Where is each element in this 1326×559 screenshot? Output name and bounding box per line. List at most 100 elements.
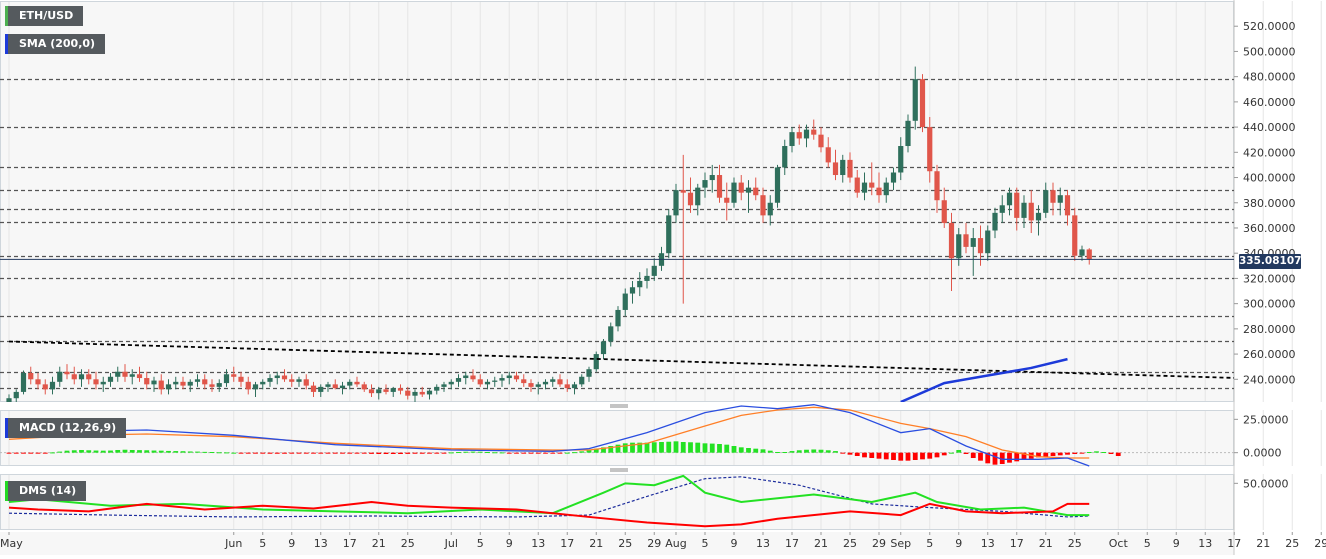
time-tick-label: 9 <box>506 537 513 550</box>
candle-body <box>999 205 1005 213</box>
time-tick-label: 29 <box>872 537 886 550</box>
macd-histogram-bar <box>267 452 273 454</box>
macd-histogram-bar <box>709 443 715 453</box>
candle-body <box>347 381 353 386</box>
macd-histogram-bar <box>912 452 918 460</box>
sma-label: SMA (200,0) <box>19 37 96 50</box>
macd-histogram-bar <box>738 447 744 453</box>
vertical-grid <box>8 1 1322 530</box>
symbol-legend[interactable]: ETH/USD <box>5 6 84 26</box>
macd-histogram-bar <box>1007 452 1012 463</box>
macd-histogram-bar <box>796 450 802 453</box>
dms-series: 50.0000 <box>8 474 1289 528</box>
macd-histogram-bar <box>992 452 998 465</box>
sma-legend[interactable]: SMA (200,0) <box>5 34 106 54</box>
time-tick-label: 5 <box>702 537 709 550</box>
time-tick-label: 13 <box>981 537 995 550</box>
dms-tick-label: 50.0000 <box>1243 477 1289 490</box>
candle-body <box>49 381 56 390</box>
candle <box>310 381 317 397</box>
candle-body <box>1006 192 1013 206</box>
candle-body <box>339 385 346 389</box>
dms-minus-di-line <box>8 500 1090 528</box>
candle-body <box>883 182 889 196</box>
candle <box>180 376 186 390</box>
panel-borders <box>0 0 1235 555</box>
candle <box>608 322 614 347</box>
candle-body <box>194 379 201 382</box>
candle-body <box>419 391 425 395</box>
candle-body <box>13 391 19 399</box>
candle <box>1021 195 1027 228</box>
candle-body <box>383 389 389 392</box>
candle <box>209 379 215 392</box>
candle-body <box>129 374 135 377</box>
candle <box>840 154 846 183</box>
macd-histogram-bar <box>296 452 302 454</box>
candle <box>499 374 505 387</box>
macd-histogram-bar <box>398 452 403 454</box>
candle-body <box>361 384 367 390</box>
candle <box>1086 248 1092 265</box>
macd-histogram-bar <box>1014 452 1020 462</box>
candle-body <box>542 381 549 385</box>
candle-body <box>528 383 534 387</box>
macd-histogram-bar <box>615 444 621 453</box>
macd-histogram-bar <box>811 449 817 453</box>
macd-histogram-bar <box>57 451 63 453</box>
candle <box>615 306 621 332</box>
macd-histogram-bar <box>644 442 650 453</box>
macd-histogram-bar <box>862 452 867 458</box>
candle-body <box>724 197 730 203</box>
candle <box>724 182 730 221</box>
candle <box>383 384 389 395</box>
candle-body <box>368 389 375 394</box>
candle-body <box>738 182 744 193</box>
candle-body <box>970 238 976 247</box>
candle-body <box>789 132 795 147</box>
candle-body <box>651 265 657 276</box>
macd-histogram-bar <box>753 448 759 453</box>
candle-body <box>731 182 737 203</box>
macd-histogram-bar <box>21 452 26 454</box>
candle <box>702 172 708 198</box>
candle <box>115 366 121 382</box>
candle <box>231 366 237 382</box>
candle-body <box>165 384 172 390</box>
candle-body <box>745 187 752 193</box>
macd-histogram-bar <box>673 441 679 453</box>
macd-histogram-bar <box>970 452 976 458</box>
macd-histogram-bar <box>1050 452 1056 456</box>
candle <box>970 227 976 276</box>
macd-histogram-bar <box>499 452 505 454</box>
candle <box>927 117 933 183</box>
candle <box>187 379 193 392</box>
candle <box>49 376 56 395</box>
time-tick-label: 21 <box>372 537 386 550</box>
candle <box>651 258 657 281</box>
candle <box>303 374 309 390</box>
dms-legend[interactable]: DMS (14) <box>5 481 87 501</box>
candle-body <box>782 146 788 168</box>
candle-body <box>695 187 701 206</box>
macd-legend[interactable]: MACD (12,26,9) <box>5 418 127 438</box>
candle <box>194 374 201 387</box>
macd-histogram-bar <box>42 452 48 454</box>
macd-histogram-bar <box>1079 452 1085 454</box>
price-tick-label: 440.0000 <box>1243 121 1296 134</box>
candle-body <box>608 326 614 342</box>
candle <box>1028 190 1034 234</box>
candle-body <box>223 374 230 384</box>
candle-body <box>238 376 244 382</box>
macd-series: 0.0000 25.0000 <box>0 404 1289 467</box>
candle-body <box>318 386 324 392</box>
candle <box>680 154 686 304</box>
candle-body <box>702 180 708 188</box>
macd-histogram-bar <box>789 451 795 453</box>
candle <box>673 183 679 223</box>
macd-histogram-bar <box>1072 452 1078 454</box>
candle <box>869 162 875 196</box>
candle-body <box>86 374 92 380</box>
candle-body <box>332 384 338 389</box>
time-tick-label: 21 <box>1256 537 1270 550</box>
